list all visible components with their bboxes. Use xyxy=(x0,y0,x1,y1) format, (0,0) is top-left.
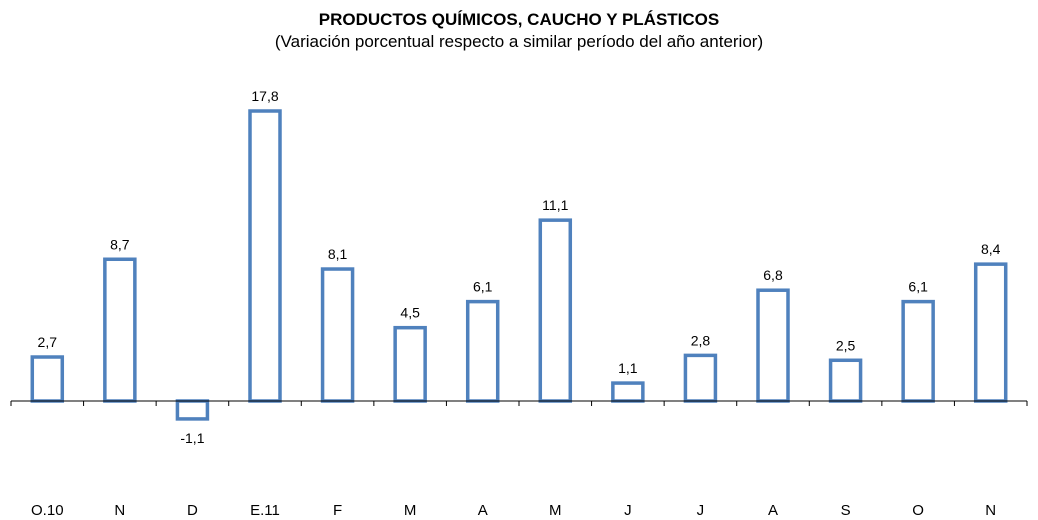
data-label: 4,5 xyxy=(400,305,420,321)
data-label: 6,1 xyxy=(908,279,928,295)
chart-subtitle: (Variación porcentual respecto a similar… xyxy=(274,32,764,51)
bar-8 xyxy=(611,381,645,403)
data-label: 8,4 xyxy=(981,241,1001,257)
bar-6 xyxy=(465,299,500,403)
x-tick-label: E.11 xyxy=(250,502,280,519)
bar-12 xyxy=(901,299,935,403)
bar-13 xyxy=(973,262,1008,403)
data-label: 2,8 xyxy=(691,332,711,348)
category-labels-group: O.10 N D E.11 F M A M J J A S O N xyxy=(31,502,996,519)
data-label: 8,1 xyxy=(328,246,348,262)
x-tick-label: N xyxy=(114,502,125,519)
bar-4 xyxy=(320,267,355,403)
bar-9 xyxy=(683,353,718,403)
chart-title: PRODUCTOS QUÍMICOS, CAUCHO Y PLÁSTICOS xyxy=(318,10,720,29)
bar-1 xyxy=(103,257,137,403)
data-label: 11,1 xyxy=(542,197,568,213)
x-tick-label: M xyxy=(404,502,417,519)
data-label: -1,1 xyxy=(180,430,204,446)
bar-5 xyxy=(393,325,427,403)
x-tick-label: J xyxy=(624,502,632,519)
data-label: 1,1 xyxy=(618,360,638,376)
data-label: 2,7 xyxy=(38,334,58,350)
bar-0 xyxy=(30,355,65,403)
x-tick-label: O.10 xyxy=(31,502,64,519)
data-label: 2,5 xyxy=(836,337,856,353)
x-tick-label: M xyxy=(549,502,562,519)
data-label: 8,7 xyxy=(110,236,130,252)
x-tick-label: J xyxy=(697,502,705,519)
bar-10 xyxy=(756,288,790,403)
value-labels-group: 2,7 8,7 -1,1 17,8 8,1 4,5 6,1 11,1 1,1 2,8 6,8 2,5 6… xyxy=(38,88,1001,446)
x-tick-label: D xyxy=(187,502,198,519)
data-label: 6,1 xyxy=(473,279,493,295)
x-tick-label: S xyxy=(841,502,851,519)
bar-11 xyxy=(828,358,863,403)
x-tick-label: A xyxy=(478,502,488,519)
x-axis xyxy=(10,400,1028,406)
bar-7 xyxy=(538,218,573,403)
bars-group xyxy=(30,109,1008,421)
data-label: 17,8 xyxy=(251,88,278,104)
bar-3 xyxy=(248,109,282,403)
x-tick-label: N xyxy=(985,502,996,519)
x-tick-label: O xyxy=(912,502,924,519)
x-tick-label: A xyxy=(768,502,778,519)
data-label: 6,8 xyxy=(763,267,783,283)
x-tick-label: F xyxy=(333,502,342,519)
bar-2 xyxy=(175,399,210,421)
